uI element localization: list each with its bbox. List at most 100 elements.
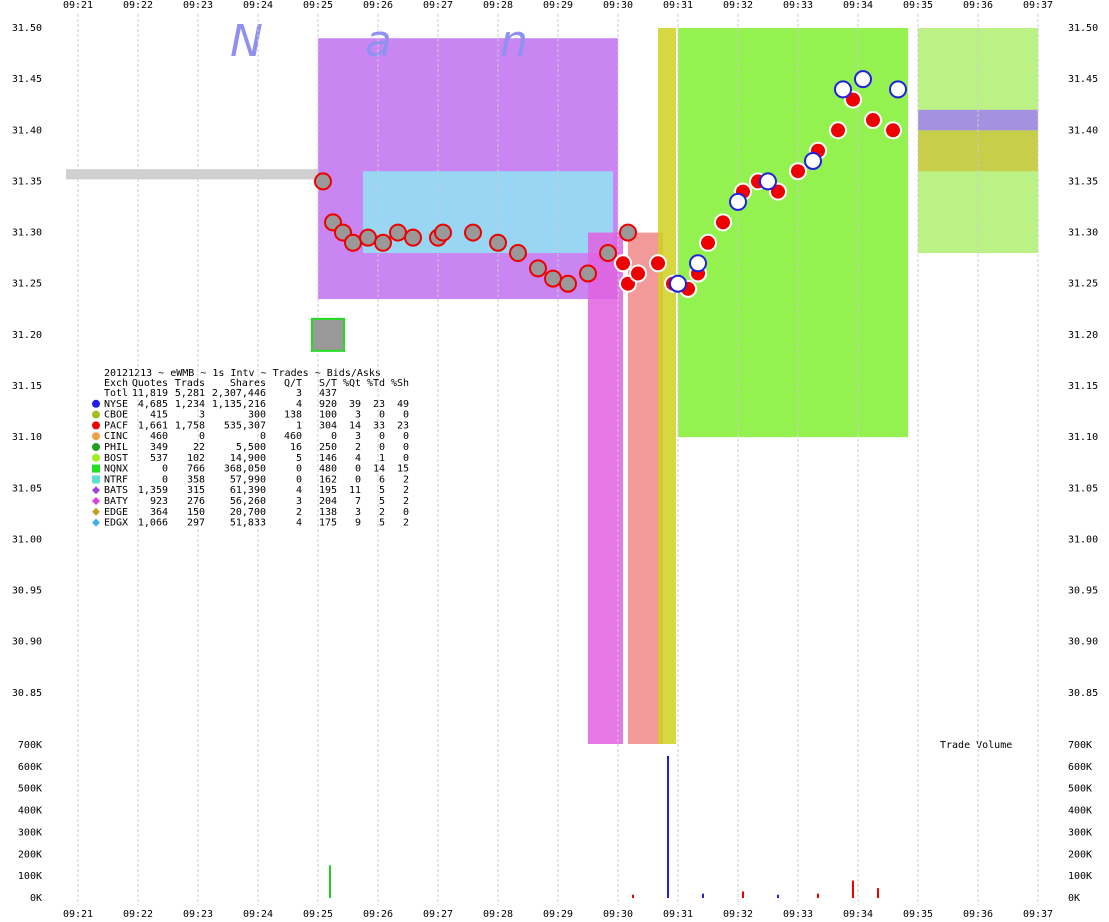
table-cell: 0 xyxy=(162,464,168,475)
table-cell: 0 xyxy=(355,474,361,485)
table-cell: 3 xyxy=(355,431,361,442)
table-cell: 297 xyxy=(187,518,205,529)
trade-point xyxy=(434,223,452,242)
x-tick-label: 09:29 xyxy=(543,909,573,920)
trade-point xyxy=(404,228,422,247)
table-cell: 250 xyxy=(319,442,337,453)
table-cell: 1,359 xyxy=(138,485,168,496)
table-cell: 0 xyxy=(403,453,409,464)
table-cell: 0 xyxy=(403,410,409,421)
table-cell: CINC xyxy=(104,431,128,442)
legend-marker xyxy=(92,443,100,451)
quote-band xyxy=(678,28,908,438)
volume-tick-label: 100K xyxy=(18,871,42,882)
table-cell: 138 xyxy=(319,507,337,518)
table-cell: 14 xyxy=(349,420,361,431)
table-cell: 9 xyxy=(355,518,361,529)
x-tick-label: 09:27 xyxy=(423,909,453,920)
table-cell: 3 xyxy=(199,410,205,421)
table-cell: 0 xyxy=(403,507,409,518)
table-cell: 358 xyxy=(187,474,205,485)
table-cell: 14 xyxy=(373,464,385,475)
table-cell: 1,234 xyxy=(175,399,205,410)
x-tick-label: 09:25 xyxy=(303,909,333,920)
x-tick-label: 09:27 xyxy=(423,0,453,11)
table-cell: 0 xyxy=(403,442,409,453)
table-cell: 0 xyxy=(199,431,205,442)
x-tick-label: 09:34 xyxy=(843,0,873,11)
table-cell: 0 xyxy=(379,431,385,442)
legend-marker xyxy=(92,507,100,516)
table-cell: 57,990 xyxy=(230,474,266,485)
x-tick-label: 09:23 xyxy=(183,909,213,920)
table-cell: 11,819 xyxy=(132,388,168,399)
volume-tick-label: 0K xyxy=(1068,893,1080,904)
table-cell: 146 xyxy=(319,453,337,464)
table-cell: 5 xyxy=(379,485,385,496)
trade-point xyxy=(344,233,362,252)
table-cell: 4 xyxy=(296,399,302,410)
legend-marker xyxy=(92,421,100,430)
table-cell: 39 xyxy=(349,399,361,410)
y-tick-label: 30.90 xyxy=(1068,637,1098,648)
y-tick-label: 31.50 xyxy=(12,23,42,34)
table-cell: 1,066 xyxy=(138,518,168,529)
table-cell: EDGE xyxy=(104,507,128,518)
table-cell: 4 xyxy=(296,485,302,496)
trade-point xyxy=(629,264,647,283)
trade-point xyxy=(889,80,907,99)
table-cell: 2 xyxy=(403,474,409,485)
table-cell: 276 xyxy=(187,496,205,507)
table-header: %Sh xyxy=(391,378,409,389)
table-cell: CBOE xyxy=(104,410,128,421)
table-cell: 766 xyxy=(187,464,205,475)
table-cell: 535,307 xyxy=(224,420,266,431)
table-cell: 1,135,216 xyxy=(212,399,266,410)
x-tick-label: 09:34 xyxy=(843,909,873,920)
table-cell: 100 xyxy=(319,410,337,421)
trade-point xyxy=(854,70,872,89)
y-tick-label: 31.05 xyxy=(12,483,42,494)
volume-tick-label: 300K xyxy=(18,827,42,838)
trade-point xyxy=(829,121,847,140)
table-cell: PACF xyxy=(104,420,128,431)
volume-tick-label: 700K xyxy=(1068,740,1092,751)
quote-band xyxy=(628,232,663,745)
volume-tick-label: 500K xyxy=(1068,784,1092,795)
table-cell: 5 xyxy=(296,453,302,464)
table-cell: 0 xyxy=(355,464,361,475)
x-tick-label: 09:36 xyxy=(963,909,993,920)
trade-point xyxy=(649,254,667,273)
table-cell: 23 xyxy=(373,399,385,410)
trade-point xyxy=(599,244,617,263)
y-tick-label: 31.40 xyxy=(1068,125,1098,136)
table-cell: 23 xyxy=(397,420,409,431)
trade-point xyxy=(614,254,632,273)
table-cell: NYSE xyxy=(104,399,128,410)
y-tick-label: 30.85 xyxy=(1068,688,1098,699)
table-cell: 49 xyxy=(397,399,409,410)
table-cell: 0 xyxy=(296,474,302,485)
trade-point xyxy=(864,111,882,130)
y-tick-label: 30.85 xyxy=(12,688,42,699)
table-cell: 437 xyxy=(319,388,337,399)
volume-tick-label: 400K xyxy=(18,806,42,817)
trade-point xyxy=(579,264,597,283)
table-cell: 3 xyxy=(355,410,361,421)
y-tick-label: 31.45 xyxy=(12,74,42,85)
table-cell: 51,833 xyxy=(230,518,266,529)
trade-point xyxy=(529,259,547,278)
y-tick-label: 31.20 xyxy=(1068,330,1098,341)
table-cell: 1,758 xyxy=(175,420,205,431)
table-cell: 162 xyxy=(319,474,337,485)
watermark: n xyxy=(500,16,528,67)
trade-point xyxy=(311,317,345,352)
table-cell: 2 xyxy=(403,518,409,529)
x-tick-label: 09:31 xyxy=(663,909,693,920)
table-cell: 415 xyxy=(150,410,168,421)
y-tick-label: 31.20 xyxy=(12,330,42,341)
trade-point xyxy=(789,162,807,181)
table-cell: 2 xyxy=(355,442,361,453)
volume-tick-label: 200K xyxy=(18,849,42,860)
